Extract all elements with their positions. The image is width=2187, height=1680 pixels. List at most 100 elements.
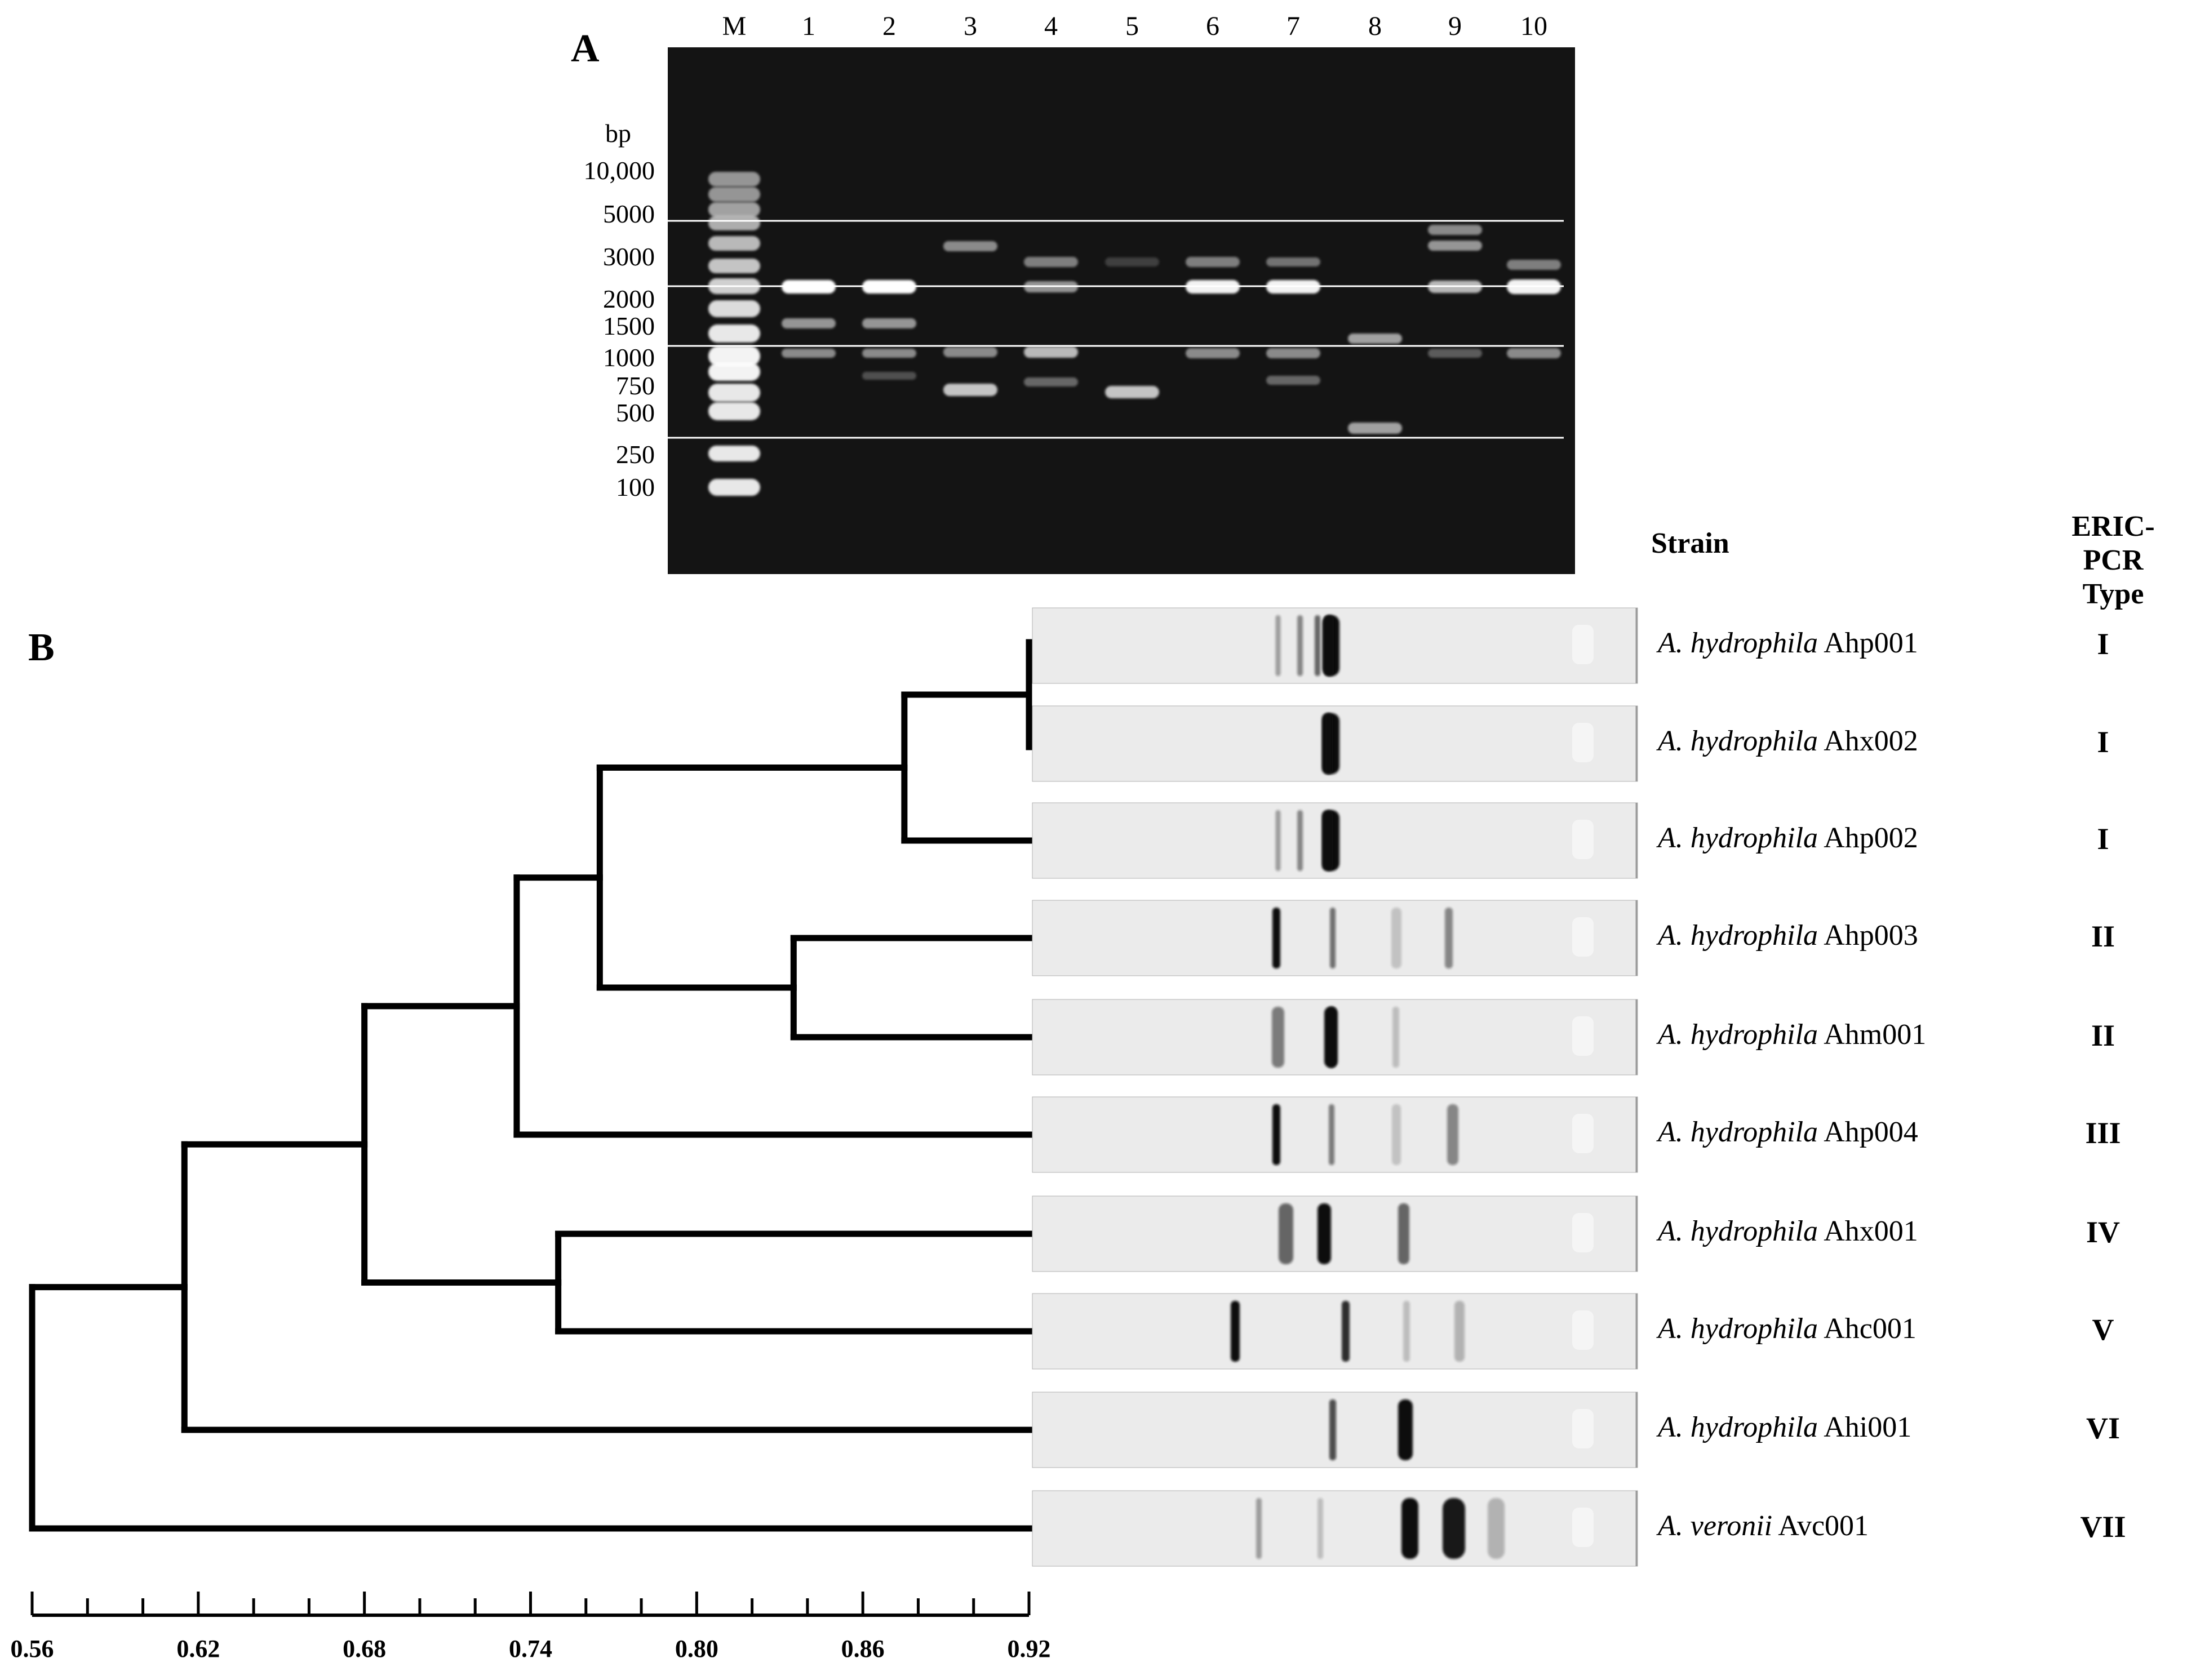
fingerprint-band <box>1454 1301 1465 1362</box>
strain-id: Ahp002 <box>1824 822 1918 854</box>
gel-band <box>1024 257 1078 267</box>
strain-label: A. hydrophila Ahi001 <box>1658 1413 1911 1442</box>
lane-label: M <box>722 11 747 41</box>
fingerprint-band <box>1231 1301 1240 1362</box>
gel-image <box>668 47 1575 574</box>
lane-label: 1 <box>802 11 815 41</box>
gel-band <box>1507 348 1561 358</box>
ladder-size-label: 1000 <box>603 343 655 372</box>
fingerprint-band <box>1317 1498 1323 1559</box>
eric-pcr-type: III <box>2085 1116 2121 1150</box>
lane-label: 4 <box>1044 11 1058 41</box>
gel-band <box>708 446 760 461</box>
fingerprint-lane <box>1032 1096 1638 1173</box>
gel-band <box>708 300 760 317</box>
fingerprint-lane <box>1032 1293 1638 1370</box>
fingerprint-band <box>1279 1203 1293 1264</box>
well-artifact <box>1572 723 1594 762</box>
lane-label: 5 <box>1125 11 1139 41</box>
gel-band <box>708 479 760 496</box>
panel-a-label: A <box>571 27 600 70</box>
scale-tick-label: 0.56 <box>11 1635 54 1663</box>
gel-guide-lines <box>668 220 1564 439</box>
strain-id: Ahx001 <box>1824 1215 1918 1247</box>
strain-species: A. hydrophila <box>1658 627 1818 659</box>
well-artifact <box>1572 917 1594 957</box>
strain-gap <box>1818 725 1824 757</box>
gel-band <box>708 402 760 420</box>
gel-band <box>782 318 836 328</box>
gel-band <box>1024 377 1078 386</box>
gel-band <box>1266 257 1320 266</box>
eric-pcr-type: IV <box>2086 1215 2120 1249</box>
gel-band <box>708 325 760 343</box>
lane-label: 10 <box>1520 11 1547 41</box>
strain-id: Avc001 <box>1778 1510 1869 1542</box>
strain-gap <box>1818 1019 1824 1051</box>
lane-label: 3 <box>964 11 977 41</box>
fingerprint-band <box>1445 908 1453 968</box>
ladder-size-label: 2000 <box>603 285 655 313</box>
fingerprint-band <box>1256 1498 1262 1559</box>
gel-band <box>1348 334 1402 344</box>
strain-id: Ahm001 <box>1824 1019 1927 1051</box>
scale-tick-label: 0.86 <box>841 1635 885 1663</box>
gel-band <box>1348 423 1402 434</box>
strain-label: A. hydrophila Ahp001 <box>1658 629 1918 658</box>
fingerprint-band <box>1391 908 1401 968</box>
well-artifact <box>1572 1213 1594 1252</box>
gel-band <box>708 236 760 251</box>
gel-band <box>943 384 997 396</box>
fingerprint-band <box>1488 1498 1505 1559</box>
strain-species: A. hydrophila <box>1658 919 1818 952</box>
strain-id: Ahp004 <box>1824 1116 1918 1148</box>
eric-pcr-type: V <box>2092 1313 2114 1346</box>
strain-gap <box>1818 1411 1824 1443</box>
fingerprint-band <box>1447 1104 1458 1165</box>
fingerprint-band <box>1329 1399 1336 1460</box>
ladder-size-label: 10,000 <box>584 156 655 185</box>
fingerprint-band <box>1329 1104 1334 1165</box>
fingerprint-band <box>1342 1301 1350 1362</box>
strain-label: A. hydrophila Ahp002 <box>1658 824 1918 853</box>
well-artifact <box>1572 820 1594 859</box>
eric-pcr-type: I <box>2097 822 2109 856</box>
well-artifact <box>1572 1409 1594 1448</box>
fingerprint-band <box>1297 810 1303 871</box>
strain-label: A. hydrophila Ahx002 <box>1658 727 1918 756</box>
gel-band <box>708 172 760 186</box>
well-artifact <box>1572 625 1594 664</box>
gel-bands <box>708 172 1561 496</box>
eric-pcr-type: VI <box>2086 1411 2120 1445</box>
well-artifact <box>1572 1016 1594 1056</box>
strain-gap <box>1772 1510 1778 1542</box>
fingerprint-band <box>1330 908 1336 968</box>
type-header-line1: ERIC-PCR <box>2071 510 2155 576</box>
gel-band <box>708 346 760 366</box>
strain-id: Ahp001 <box>1824 627 1918 659</box>
strain-label: A. hydrophila Ahx001 <box>1658 1217 1918 1246</box>
fingerprint-band <box>1275 810 1281 871</box>
strain-species: A. hydrophila <box>1658 1215 1818 1247</box>
type-header-line2: Type <box>2082 577 2144 610</box>
fingerprint-band <box>1324 615 1334 676</box>
fingerprint-band <box>1317 1203 1331 1264</box>
ladder-size-label: 5000 <box>603 199 655 228</box>
gel-band <box>708 187 760 202</box>
strain-id: Ahc001 <box>1824 1313 1917 1345</box>
well-artifact <box>1572 1310 1594 1350</box>
type-column-header: ERIC-PCR Type <box>2051 510 2175 611</box>
eric-pcr-type: II <box>2091 919 2115 953</box>
gel-band <box>1428 349 1482 358</box>
strain-species: A. hydrophila <box>1658 1019 1818 1051</box>
strain-gap <box>1818 1116 1824 1148</box>
fingerprint-band <box>1297 615 1303 676</box>
ladder-size-label: 750 <box>616 371 655 400</box>
gel-band <box>1105 257 1159 266</box>
gel-band <box>862 372 916 380</box>
strain-label: A. hydrophila Ahp003 <box>1658 921 1918 950</box>
strain-gap <box>1818 919 1824 952</box>
fingerprint-band <box>1272 1104 1280 1165</box>
well-artifact <box>1572 1114 1594 1153</box>
